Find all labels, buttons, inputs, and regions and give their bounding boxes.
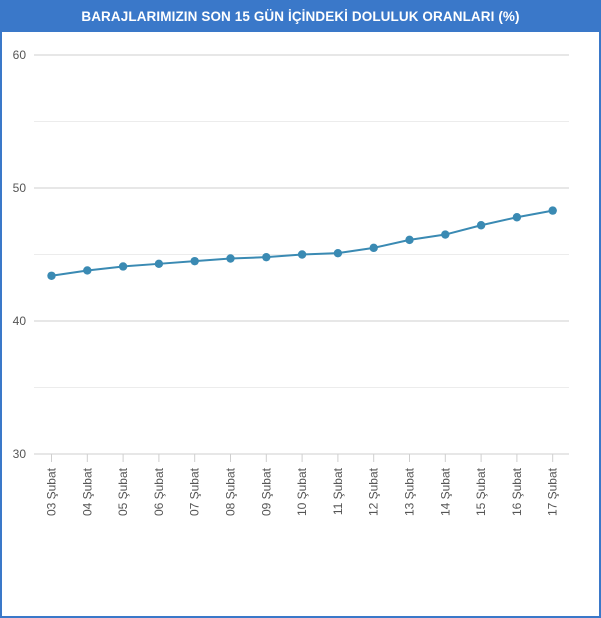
x-tick-label: 16 Şubat [510, 467, 524, 516]
y-tick-label: 30 [13, 447, 27, 461]
x-tick-label: 13 Şubat [403, 467, 417, 516]
data-point[interactable] [262, 252, 271, 262]
x-tick-label: 08 Şubat [224, 467, 238, 516]
y-tick-label: 50 [13, 181, 27, 195]
x-tick-label: 06 Şubat [152, 467, 166, 516]
data-point[interactable] [83, 266, 92, 275]
x-tick-label: 07 Şubat [188, 467, 202, 516]
x-tick-label: 03 Şubat [45, 467, 59, 516]
x-axis: 03 Şubat 04 Şubat 05 Şubat 06 Şubat 07 Şubat… [45, 454, 560, 516]
x-tick-label: 05 Şubat [116, 467, 130, 516]
y-axis: 30 40 50 60 [13, 48, 27, 461]
data-point[interactable] [405, 235, 414, 245]
data-point[interactable] [333, 248, 343, 258]
y-tick-label: 60 [13, 48, 27, 62]
x-tick-label: 14 Şubat [438, 467, 452, 516]
x-tick-label: 10 Şubat [295, 467, 309, 516]
data-point[interactable] [548, 206, 557, 215]
y-tick-label: 40 [13, 314, 27, 328]
data-point[interactable] [190, 256, 199, 266]
x-tick-label: 11 Şubat [331, 467, 345, 515]
data-point[interactable] [369, 243, 378, 253]
x-tick-label: 09 Şubat [259, 467, 273, 516]
x-tick-label: 04 Şubat [80, 467, 94, 516]
x-tick-label: 12 Şubat [367, 467, 381, 516]
data-point[interactable] [297, 250, 307, 259]
series-layer [47, 206, 557, 280]
data-point[interactable] [512, 213, 522, 222]
x-tick-label: 17 Şubat [546, 467, 560, 516]
data-point[interactable] [476, 221, 486, 230]
data-point[interactable] [441, 230, 450, 239]
x-tick-label: 15 Şubat [474, 467, 488, 516]
chart-title: BARAJLARIMIZIN SON 15 GÜN İÇİNDEKİ DOLUL… [2, 2, 599, 32]
data-point[interactable] [118, 262, 128, 271]
data-point[interactable] [226, 254, 235, 263]
data-point[interactable] [154, 259, 164, 269]
data-point[interactable] [47, 271, 56, 280]
